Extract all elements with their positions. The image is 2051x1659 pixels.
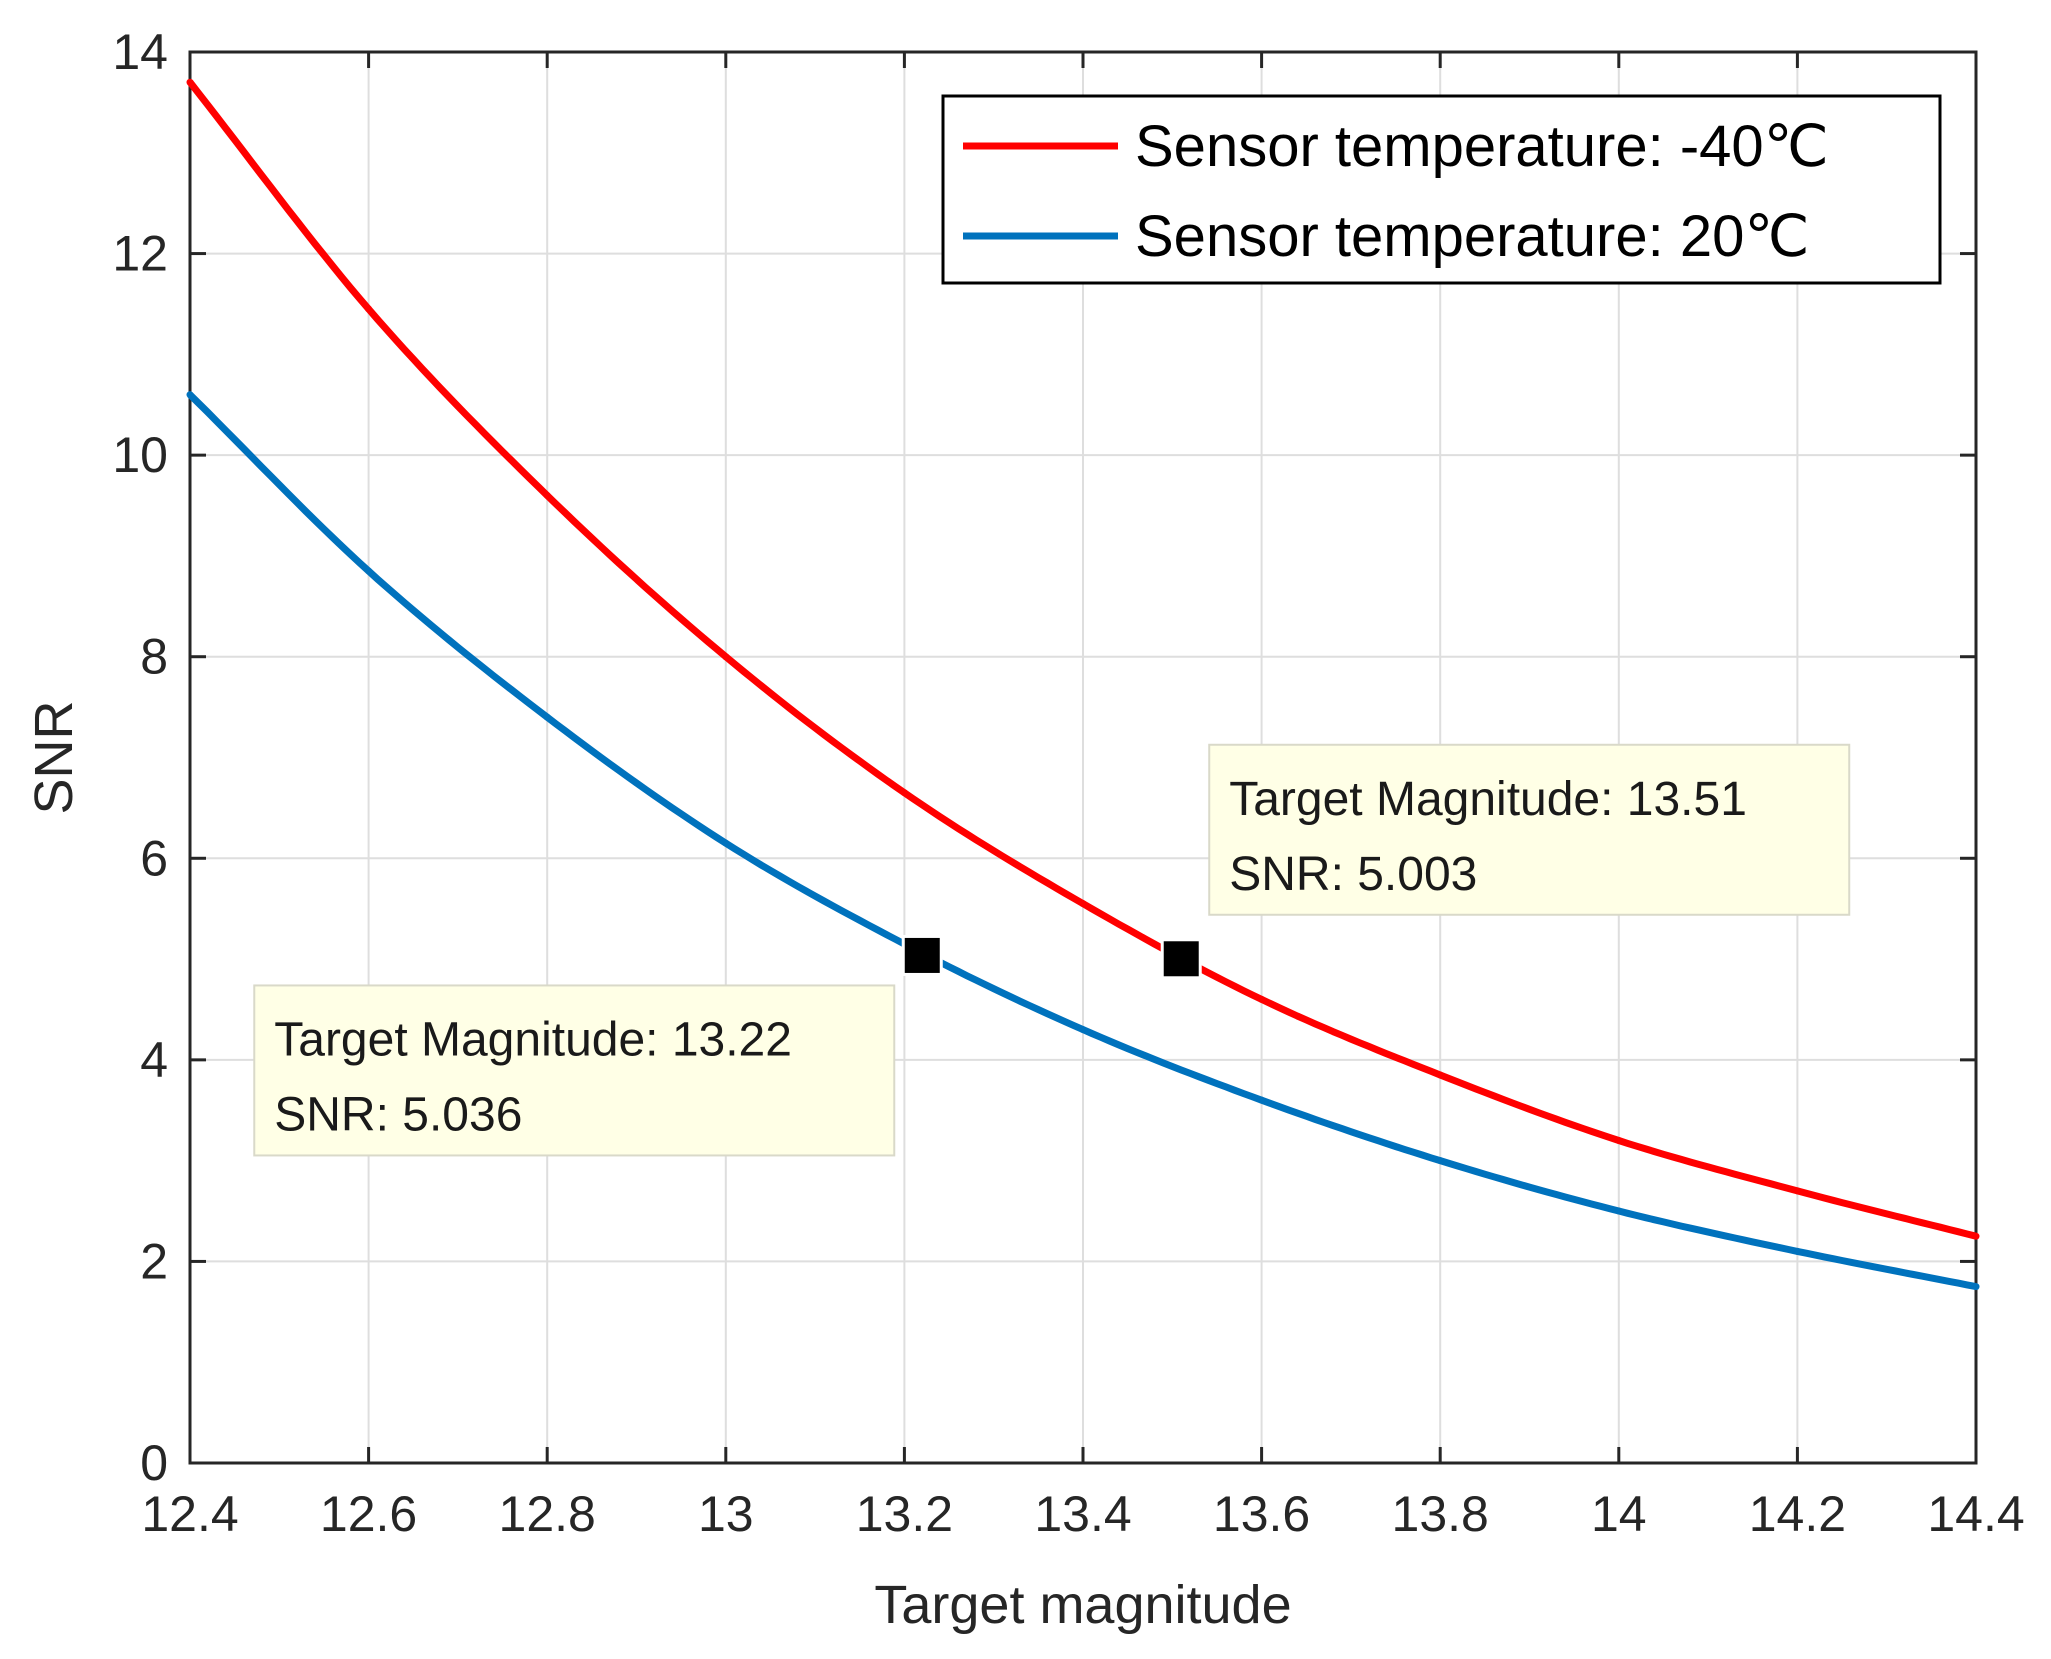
datatip-line2: SNR: 5.036	[274, 1088, 522, 1141]
x-tick-label: 13	[698, 1486, 754, 1542]
legend-label-1: Sensor temperature: 20℃	[1135, 204, 1809, 269]
y-tick-label: 0	[140, 1435, 168, 1491]
datatip: Target Magnitude: 13.51 SNR: 5.003	[1160, 743, 1851, 980]
data-point	[1258, 1096, 1266, 1104]
data-point	[543, 491, 551, 499]
x-tick-label: 12.4	[141, 1486, 238, 1542]
x-tick-label: 14	[1591, 1486, 1647, 1542]
y-tick-label: 8	[140, 629, 168, 685]
y-tick-label: 14	[112, 24, 168, 80]
x-tick-label: 14.2	[1749, 1486, 1846, 1542]
x-tick-label: 13.6	[1213, 1486, 1310, 1542]
series-lines	[186, 78, 1980, 1291]
y-tick-label: 10	[112, 427, 168, 483]
x-tick-label: 12.8	[499, 1486, 596, 1542]
datatip-marker	[901, 934, 943, 976]
x-tick-label: 14.4	[1927, 1486, 2024, 1542]
data-point	[1793, 1247, 1801, 1255]
x-tick-label: 13.2	[856, 1486, 953, 1542]
data-point	[900, 789, 908, 797]
y-tick-label: 4	[140, 1032, 168, 1088]
legend[interactable]: Sensor temperature: -40℃ Sensor temperatu…	[941, 94, 1942, 285]
data-point	[365, 567, 373, 575]
legend-box	[941, 94, 1942, 285]
data-point	[365, 305, 373, 313]
x-tick-label: 12.6	[320, 1486, 417, 1542]
data-point	[1793, 1187, 1801, 1195]
y-tick-label: 6	[140, 830, 168, 886]
datatip-box	[253, 984, 896, 1157]
data-point	[1972, 1283, 1980, 1291]
data-point	[543, 713, 551, 721]
data-point	[1436, 1157, 1444, 1165]
x-tick-label: 13.4	[1034, 1486, 1131, 1542]
datatip: Target Magnitude: 13.22 SNR: 5.036	[253, 934, 943, 1157]
data-point	[1615, 1136, 1623, 1144]
datatip-line2: SNR: 5.003	[1229, 848, 1477, 901]
x-axis-title: Target magnitude	[874, 1575, 1291, 1635]
data-point	[1436, 1071, 1444, 1079]
data-point	[1258, 995, 1266, 1003]
plot-frame	[188, 50, 1978, 1465]
legend-label-0: Sensor temperature: -40℃	[1135, 114, 1829, 179]
data-point	[1972, 1232, 1980, 1240]
y-tick-labels: 0 2 4 6 8 10 12 14	[112, 24, 168, 1491]
data-point	[1615, 1207, 1623, 1215]
data-point	[186, 391, 194, 399]
datatip-marker	[1160, 938, 1202, 980]
y-tick-label: 2	[140, 1233, 168, 1289]
datatip-box	[1208, 743, 1851, 916]
datatip-line1: Target Magnitude: 13.51	[1229, 773, 1747, 826]
data-point	[722, 839, 730, 847]
y-axis-title: SNR	[24, 700, 84, 814]
data-point	[1079, 1026, 1087, 1034]
data-point	[1079, 900, 1087, 908]
y-tick-label: 12	[112, 226, 168, 282]
x-tick-label: 13.8	[1392, 1486, 1489, 1542]
datatip-line1: Target Magnitude: 13.22	[274, 1013, 792, 1066]
data-point	[186, 78, 194, 86]
data-point	[722, 653, 730, 661]
x-tick-labels: 12.4 12.6 12.8 13 13.2 13.4 13.6 13.8 14 14.2 14.4	[141, 1486, 2024, 1542]
tick-marks	[188, 50, 1978, 1465]
